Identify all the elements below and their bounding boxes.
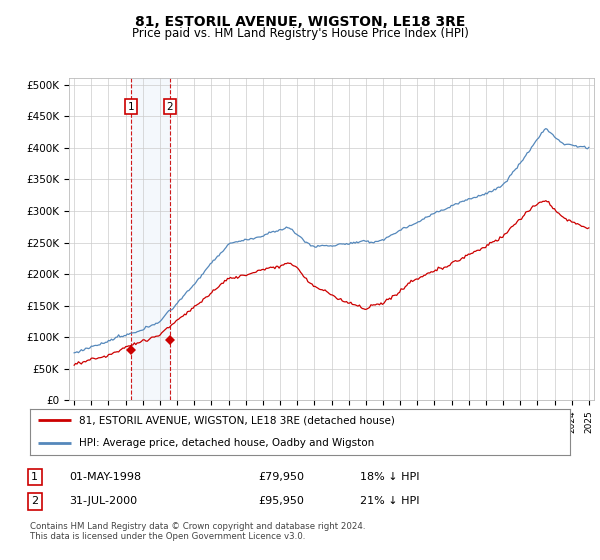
Text: 2: 2 bbox=[31, 496, 38, 506]
Text: 31-JUL-2000: 31-JUL-2000 bbox=[69, 496, 137, 506]
Text: 1: 1 bbox=[31, 472, 38, 482]
Text: £79,950: £79,950 bbox=[258, 472, 304, 482]
Text: 81, ESTORIL AVENUE, WIGSTON, LE18 3RE (detached house): 81, ESTORIL AVENUE, WIGSTON, LE18 3RE (d… bbox=[79, 416, 394, 425]
Text: 2: 2 bbox=[167, 102, 173, 112]
Text: 81, ESTORIL AVENUE, WIGSTON, LE18 3RE: 81, ESTORIL AVENUE, WIGSTON, LE18 3RE bbox=[135, 15, 465, 29]
Bar bbox=[131, 78, 170, 400]
Text: 01-MAY-1998: 01-MAY-1998 bbox=[69, 472, 141, 482]
Text: 1: 1 bbox=[128, 102, 134, 112]
Text: Price paid vs. HM Land Registry's House Price Index (HPI): Price paid vs. HM Land Registry's House … bbox=[131, 27, 469, 40]
Text: HPI: Average price, detached house, Oadby and Wigston: HPI: Average price, detached house, Oadb… bbox=[79, 438, 374, 448]
Text: £95,950: £95,950 bbox=[258, 496, 304, 506]
Text: Contains HM Land Registry data © Crown copyright and database right 2024.
This d: Contains HM Land Registry data © Crown c… bbox=[30, 522, 365, 542]
Text: 21% ↓ HPI: 21% ↓ HPI bbox=[360, 496, 419, 506]
Text: 18% ↓ HPI: 18% ↓ HPI bbox=[360, 472, 419, 482]
